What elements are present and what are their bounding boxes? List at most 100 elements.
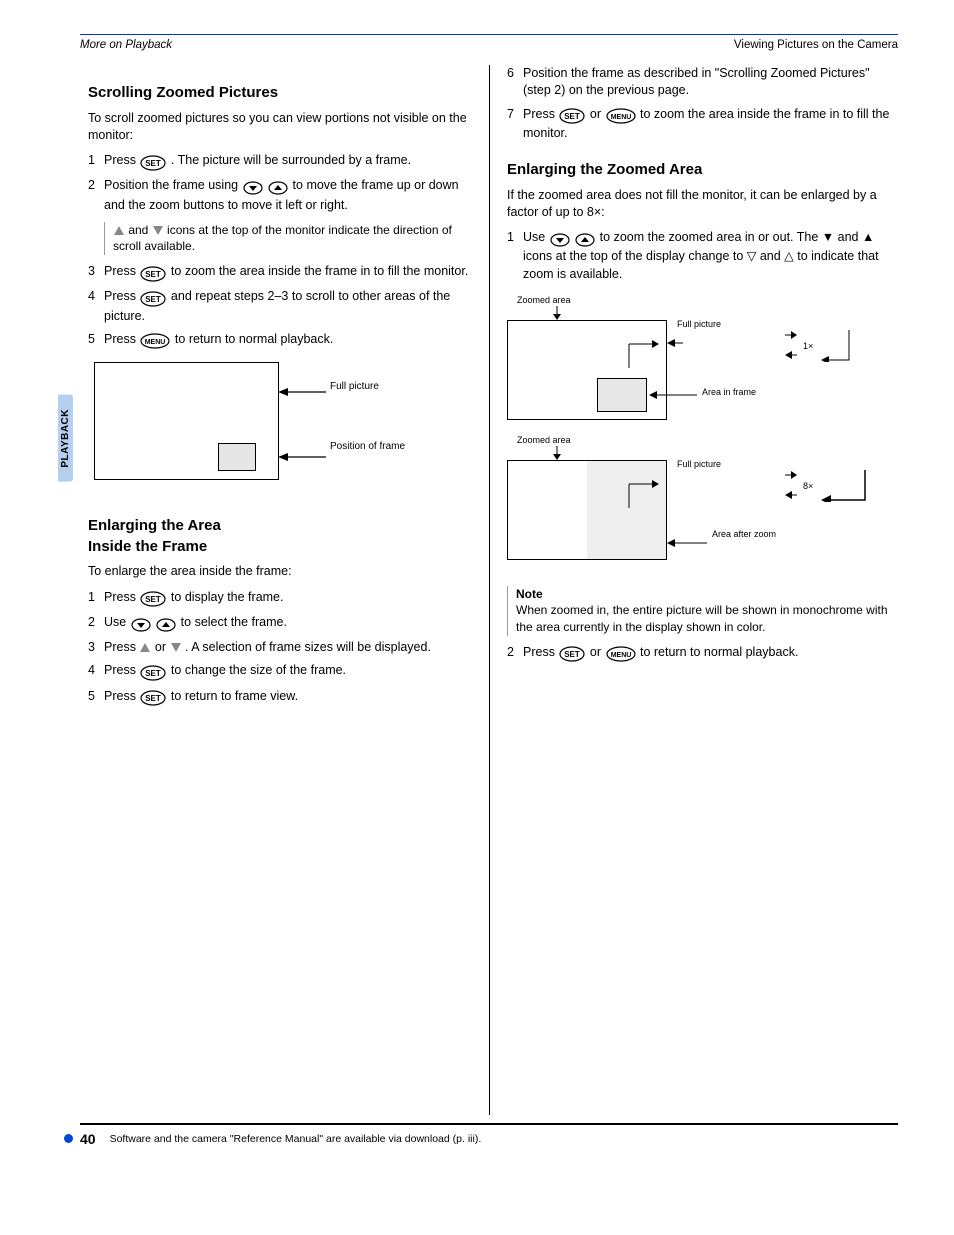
set-button-icon: SET bbox=[559, 108, 585, 125]
arrow-down-icon bbox=[552, 446, 562, 460]
up-button-icon bbox=[268, 179, 288, 196]
step-number: 1 bbox=[88, 152, 104, 169]
diagram-label: Position of frame bbox=[330, 440, 420, 454]
step-text: Press SET to change the size of the fram… bbox=[104, 662, 471, 681]
bracket-icon bbox=[821, 328, 851, 362]
page-number: 40 bbox=[80, 1131, 96, 1147]
step-text: Position the frame as described in "Scro… bbox=[523, 65, 890, 100]
up-button-icon bbox=[156, 616, 176, 633]
footer-text: Software and the camera "Reference Manua… bbox=[110, 1133, 482, 1145]
step-number: 1 bbox=[88, 589, 104, 606]
arrow-left-icon bbox=[649, 390, 699, 400]
step-number: 5 bbox=[88, 688, 104, 705]
diagram-label: Zoomed area bbox=[517, 294, 571, 306]
svg-text:SET: SET bbox=[565, 650, 581, 659]
step-text: Press MENU to return to normal playback. bbox=[104, 331, 471, 350]
up-button-icon bbox=[575, 231, 595, 248]
step-number: 2 bbox=[88, 177, 104, 194]
note-block: and icons at the top of the monitor indi… bbox=[104, 222, 471, 255]
triangle-down-icon bbox=[170, 642, 182, 653]
frame-diagram-full: Full picture Position of frame bbox=[88, 358, 471, 498]
triangle-up-icon bbox=[139, 642, 151, 653]
ratio-label: 8× bbox=[803, 480, 813, 492]
step-number: 4 bbox=[88, 662, 104, 679]
step-number: 3 bbox=[88, 639, 104, 656]
diagram-label: Zoomed area bbox=[517, 434, 571, 446]
header-section: More on Playback bbox=[80, 39, 172, 51]
menu-button-icon: MENU bbox=[140, 333, 170, 350]
intro-text: If the zoomed area does not fill the mon… bbox=[507, 187, 890, 222]
page-footer: 40 Software and the camera "Reference Ma… bbox=[80, 1123, 898, 1147]
svg-text:SET: SET bbox=[146, 595, 162, 604]
svg-text:SET: SET bbox=[146, 295, 162, 304]
svg-text:SET: SET bbox=[146, 694, 162, 703]
step-number: 3 bbox=[88, 263, 104, 280]
step-text: Press or . A selection of frame sizes wi… bbox=[104, 639, 471, 656]
set-button-icon: SET bbox=[140, 690, 166, 707]
diagram-label: Full picture bbox=[677, 318, 721, 330]
set-button-icon: SET bbox=[140, 265, 166, 282]
triangle-up-icon bbox=[113, 225, 125, 236]
menu-button-icon: MENU bbox=[606, 108, 636, 125]
note-label: Note bbox=[516, 587, 543, 601]
arrow-left-icon bbox=[785, 350, 797, 360]
svg-text:MENU: MENU bbox=[610, 652, 631, 659]
set-button-icon: SET bbox=[140, 154, 166, 171]
step-number: 5 bbox=[88, 331, 104, 348]
section-title-scrolling: Scrolling Zoomed Pictures bbox=[88, 83, 471, 104]
svg-text:SET: SET bbox=[565, 112, 581, 121]
step-number: 2 bbox=[507, 644, 523, 661]
svg-text:SET: SET bbox=[146, 270, 162, 279]
section-title-enlarge-frame: Enlarging the AreaInside the Frame bbox=[88, 516, 471, 557]
down-button-icon bbox=[131, 616, 151, 633]
note-text: When zoomed in, the entire picture will … bbox=[516, 603, 888, 634]
ratio-label: 1× bbox=[803, 340, 813, 352]
arrow-left-icon bbox=[667, 538, 709, 548]
arrow-right-icon bbox=[785, 330, 797, 340]
arrow-right-icon bbox=[785, 470, 797, 480]
arrow-left-icon bbox=[785, 490, 797, 500]
arrow-l-icon bbox=[625, 478, 659, 512]
menu-button-icon: MENU bbox=[606, 646, 636, 663]
bracket-icon bbox=[821, 468, 867, 502]
header-page-title: Viewing Pictures on the Camera bbox=[734, 39, 898, 51]
side-rail: PLAYBACK bbox=[56, 65, 80, 1115]
step-text: Use to zoom the zoomed area in or out. T… bbox=[523, 229, 890, 283]
step-number: 6 bbox=[507, 65, 523, 82]
side-tab-playback: PLAYBACK bbox=[58, 395, 73, 482]
step-number: 1 bbox=[507, 229, 523, 246]
diagram-label: Area in frame bbox=[702, 386, 756, 398]
step-number: 2 bbox=[88, 614, 104, 631]
set-button-icon: SET bbox=[140, 591, 166, 608]
down-button-icon bbox=[550, 231, 570, 248]
svg-text:MENU: MENU bbox=[145, 339, 166, 346]
step-text: Position the frame using to move the fra… bbox=[104, 177, 471, 214]
arrow-l-icon bbox=[625, 338, 659, 372]
diagram-label: Full picture bbox=[677, 458, 721, 470]
step-text: Press SET to display the frame. bbox=[104, 589, 471, 608]
step-text: Press SET to return to frame view. bbox=[104, 688, 471, 707]
step-text: Press SET to zoom the area inside the fr… bbox=[104, 263, 471, 282]
triangle-down-icon bbox=[152, 225, 164, 236]
down-button-icon bbox=[243, 179, 263, 196]
step-text: Press SET or MENU to return to normal pl… bbox=[523, 644, 890, 663]
enlarge-diagram-1x: Zoomed area Full picture Area in frame 1… bbox=[507, 308, 890, 438]
diagram-label: Area after zoom bbox=[712, 528, 782, 540]
step-number: 4 bbox=[88, 288, 104, 305]
step-text: Press SET . The picture will be surround… bbox=[104, 152, 471, 171]
step-text: Press SET and repeat steps 2–3 to scroll… bbox=[104, 288, 471, 325]
diagram-label: Full picture bbox=[330, 380, 379, 394]
svg-text:MENU: MENU bbox=[610, 114, 631, 121]
arrow-left-icon bbox=[667, 338, 683, 348]
svg-text:SET: SET bbox=[146, 159, 162, 168]
note-block: Note When zoomed in, the entire picture … bbox=[507, 586, 890, 636]
svg-text:SET: SET bbox=[146, 669, 162, 678]
section-title-enlarge-zoomed: Enlarging the Zoomed Area bbox=[507, 160, 890, 181]
set-button-icon: SET bbox=[140, 664, 166, 681]
arrow-icon bbox=[278, 386, 328, 398]
running-header: More on Playback Viewing Pictures on the… bbox=[80, 34, 898, 51]
set-button-icon: SET bbox=[140, 290, 166, 307]
arrow-down-icon bbox=[552, 306, 562, 320]
intro-text: To scroll zoomed pictures so you can vie… bbox=[88, 110, 471, 145]
step-number: 7 bbox=[507, 106, 523, 123]
